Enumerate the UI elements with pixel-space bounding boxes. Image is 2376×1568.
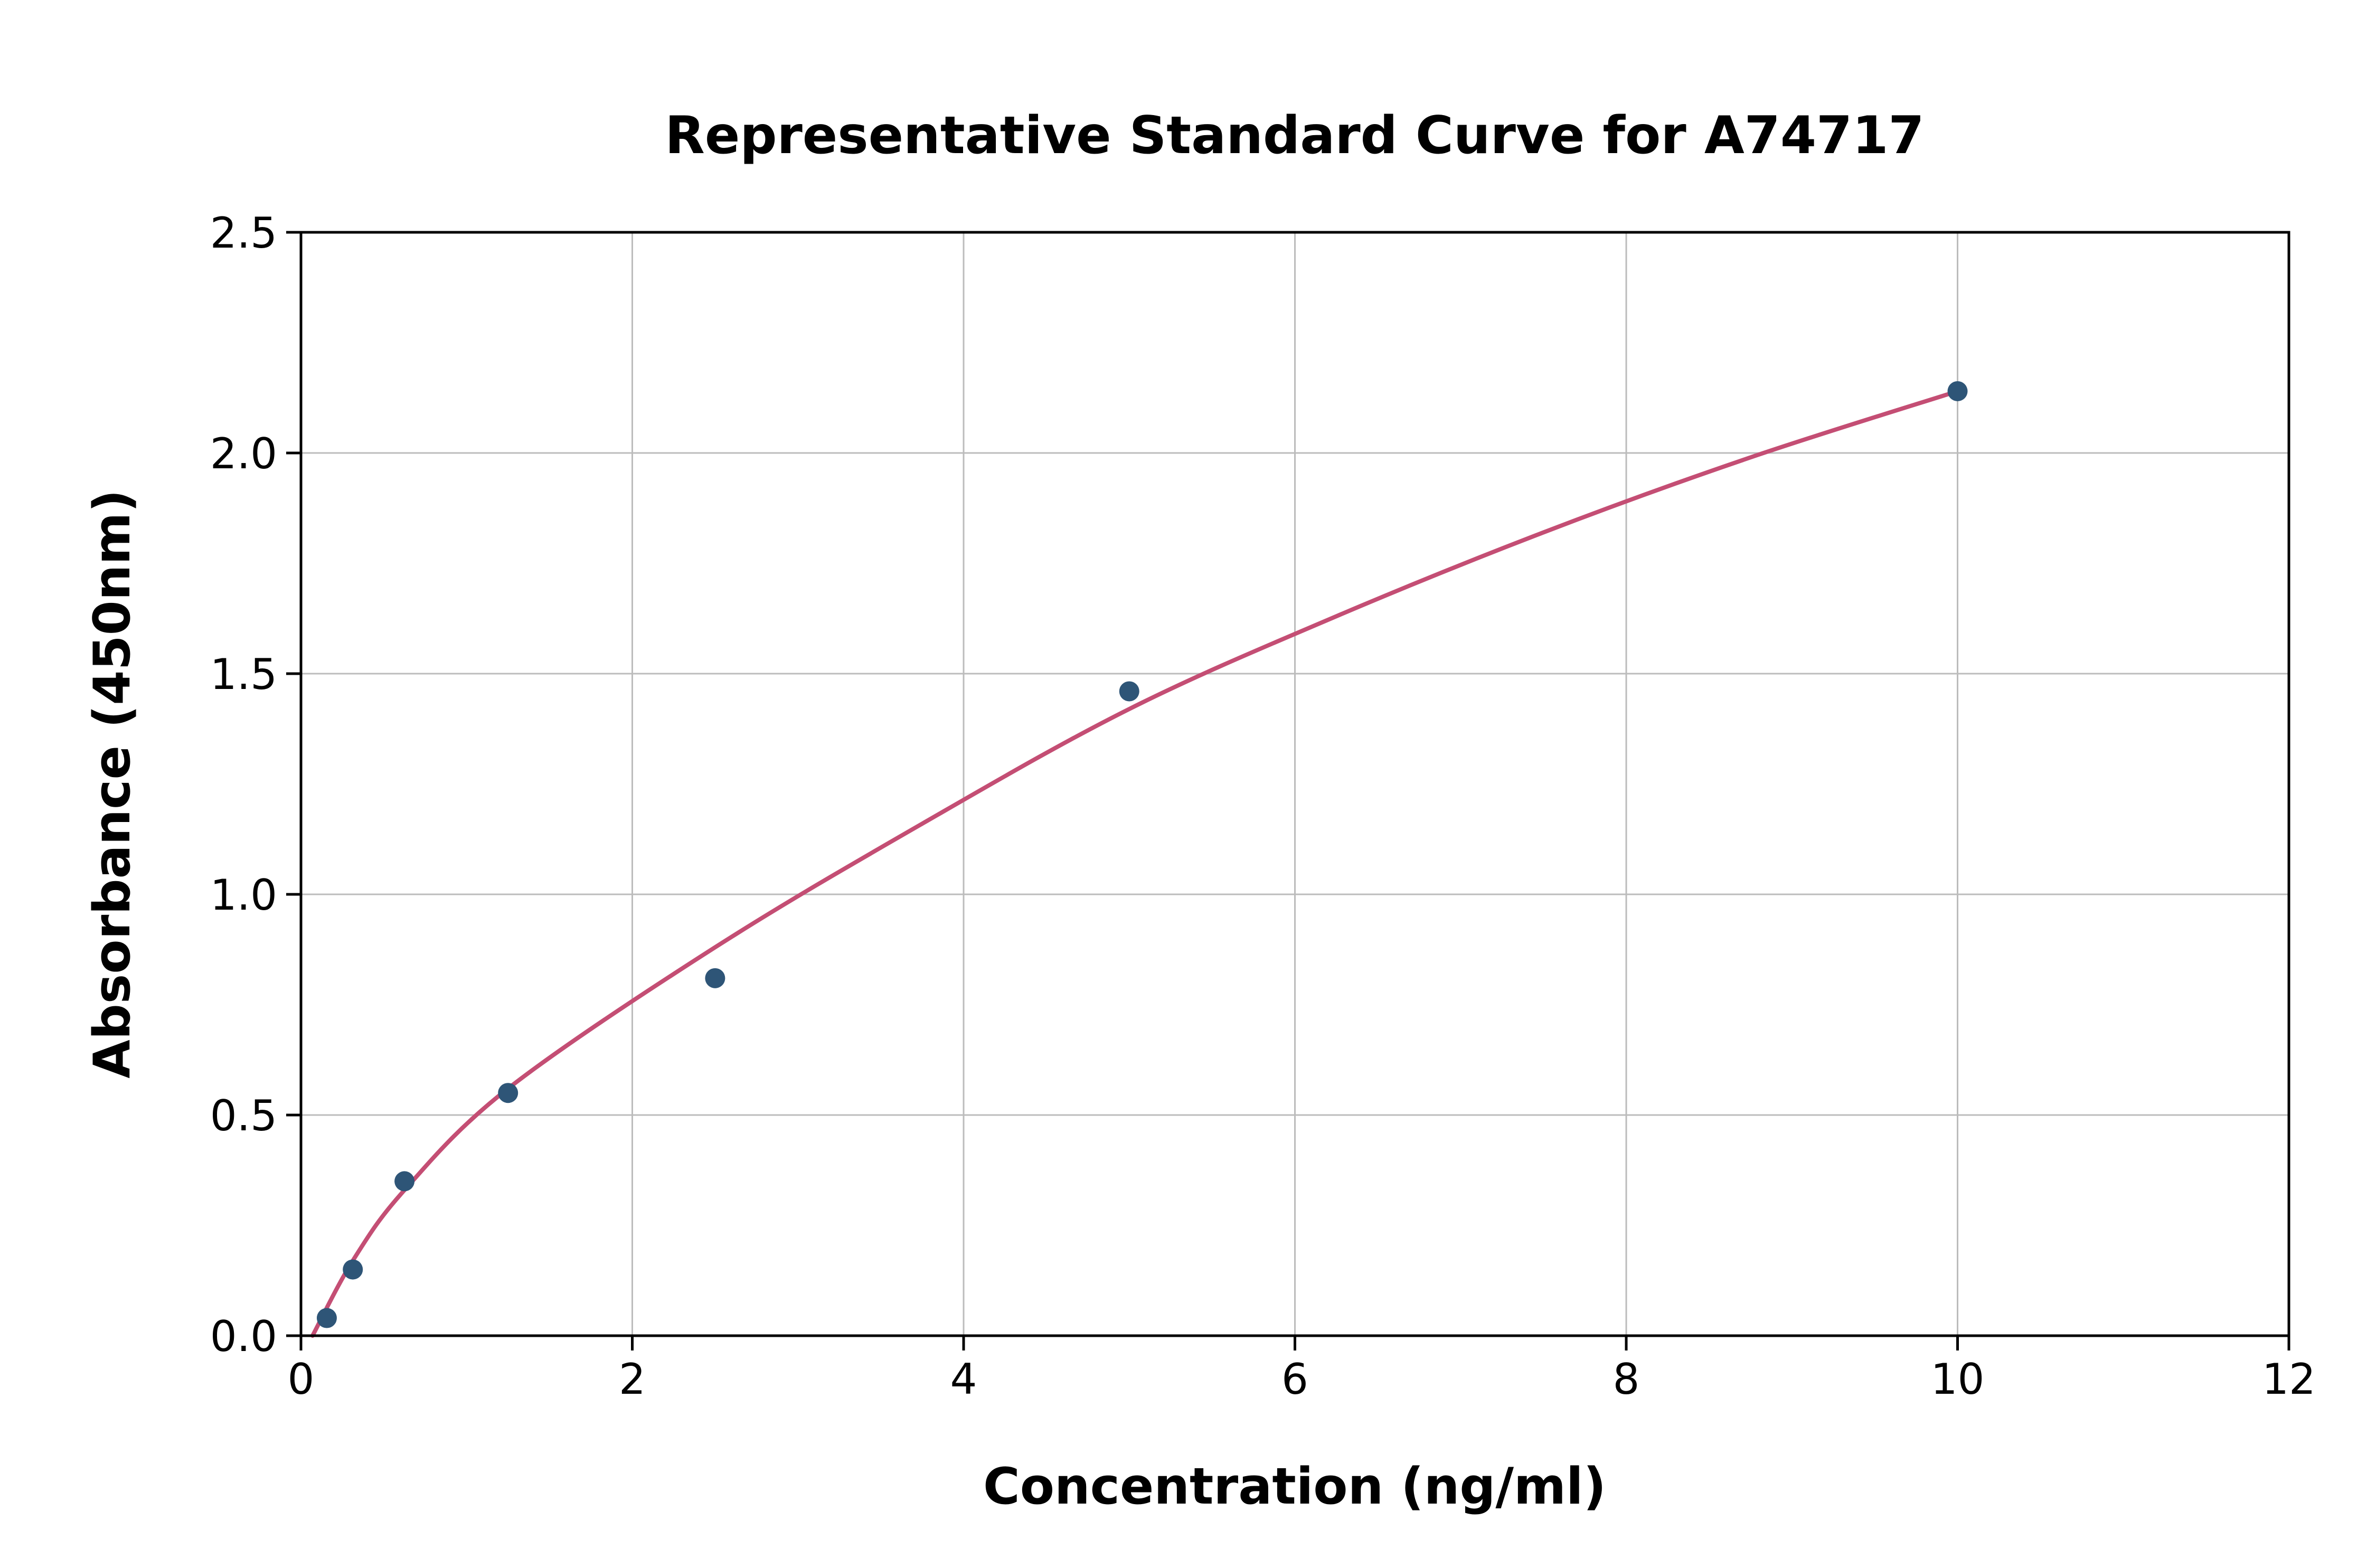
data-point — [498, 1083, 518, 1103]
x-tick-label: 0 — [288, 1355, 315, 1404]
x-tick-label: 6 — [1281, 1355, 1308, 1404]
data-point — [705, 968, 725, 988]
gridlines — [300, 231, 2290, 1337]
y-axis-label: Absorbance (450nm) — [83, 489, 142, 1079]
fit-curve-line — [310, 389, 1960, 1338]
x-tick-label: 8 — [1613, 1355, 1640, 1404]
x-axis-label: Concentration (ng/ml) — [983, 1458, 1606, 1516]
x-tick-label: 10 — [1931, 1355, 1985, 1404]
data-points — [316, 381, 1968, 1328]
y-tick-label: 2.5 — [210, 209, 277, 258]
x-tick-label: 2 — [619, 1355, 646, 1404]
chart-title: Representative Standard Curve for A74717 — [665, 106, 1924, 166]
y-tick-label: 0.0 — [210, 1312, 277, 1361]
data-point — [1119, 681, 1139, 702]
y-tick-label: 0.5 — [210, 1091, 277, 1140]
axis-ticks: 0 2 4 6 8 10 12 0.0 0.5 1.0 1.5 2.0 2.5 — [210, 209, 2316, 1404]
y-tick-label: 1.5 — [210, 650, 277, 699]
data-point — [1947, 381, 1968, 401]
data-point — [316, 1308, 337, 1328]
x-tick-label: 12 — [2262, 1355, 2316, 1404]
data-point — [394, 1171, 415, 1192]
y-tick-label: 2.0 — [210, 429, 277, 478]
y-tick-label: 1.0 — [210, 871, 277, 920]
data-point — [343, 1259, 363, 1280]
x-tick-label: 4 — [950, 1355, 977, 1404]
